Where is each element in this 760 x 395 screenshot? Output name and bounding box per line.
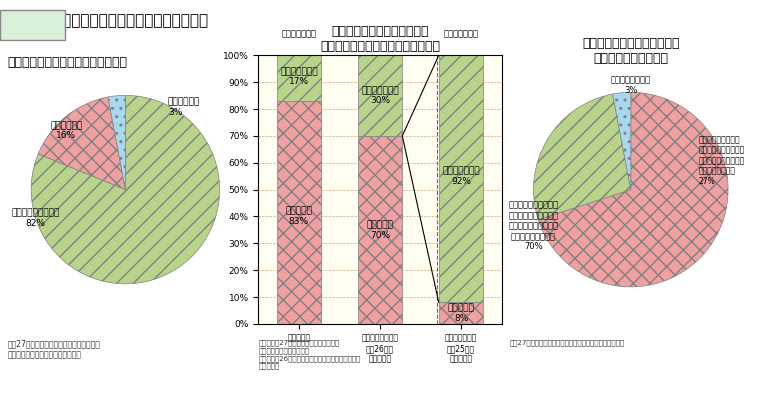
Wedge shape (31, 95, 220, 284)
Bar (439, 303, 483, 324)
Bar (358, 136, 402, 324)
Text: 短時間勤務
8%: 短時間勤務 8% (448, 303, 474, 323)
Text: 民間（再雇用）: 民間（再雇用） (444, 30, 479, 38)
Text: 平成27年「再任用実施状況調査」（内閣人事局・人事院）: 平成27年「再任用実施状況調査」（内閣人事局・人事院） (509, 340, 624, 346)
Text: フルタイム勤務
92%: フルタイム勤務 92% (442, 166, 480, 186)
Text: 継続雇用制度の導入
82%: 継続雇用制度の導入 82% (11, 208, 60, 228)
Text: 職員が短時間再任用を
希望（フルタイムと短
時間のいずれでもよい
とした場合を含む）
70%: 職員が短時間再任用を 希望（フルタイムと短 時間のいずれでもよい とした場合を含… (508, 201, 559, 251)
Bar (277, 55, 321, 101)
Text: 短時間勤務
83%: 短時間勤務 83% (286, 207, 312, 226)
Text: 平成27年「高年齢者の雇用状況」集計結果
（厚生労働省）を基に人事院が作成: 平成27年「高年齢者の雇用状況」集計結果 （厚生労働省）を基に人事院が作成 (8, 340, 100, 359)
Text: 短時間勤務
70%: 短時間勤務 70% (366, 220, 394, 240)
Wedge shape (38, 97, 125, 190)
Bar (439, 55, 483, 303)
Title: 公務と民間の勤務形態の違い
（公務（行（一））と民間の比較）: 公務と民間の勤務形態の違い （公務（行（一））と民間の比較） (320, 25, 440, 53)
Text: フルタイム勤務
17%: フルタイム勤務 17% (280, 67, 318, 87)
Text: 定年制の廃止
3%: 定年制の廃止 3% (168, 98, 200, 117)
Wedge shape (538, 92, 728, 287)
Text: 公務（再任用）: 公務（再任用） (281, 30, 316, 38)
Wedge shape (534, 94, 631, 220)
Text: フルタイム勤務
30%: フルタイム勤務 30% (361, 86, 399, 105)
Text: 民間の高年齢者雇用確保措置の状況: 民間の高年齢者雇用確保措置の状況 (8, 56, 128, 69)
Bar (277, 101, 321, 324)
Bar (358, 55, 402, 136)
Wedge shape (613, 92, 631, 190)
Text: 公務：平成27年「再任用実施状況調査」
　（内閣人事局・人事院）
民間：平成26年「民間企業の勤務条件制度等調査」
（人事院）: 公務：平成27年「再任用実施状況調査」 （内閣人事局・人事院） 民間：平成26年… (258, 340, 361, 369)
Wedge shape (108, 95, 125, 190)
Text: 定年の引上げ
16%: 定年の引上げ 16% (50, 121, 83, 140)
Text: 職員の年齢構成の適
正化を図る観点から希
望者をフルタイム再任
用することが困難
27%: 職員の年齢構成の適 正化を図る観点から希 望者をフルタイム再任 用することが困難… (699, 135, 745, 186)
Text: 職員の個別事情等
3%: 職員の個別事情等 3% (611, 75, 651, 95)
Title: 公務で短時間再任用となった
主な事情（行（一））: 公務で短時間再任用となった 主な事情（行（一）） (582, 38, 679, 66)
Text: 図4-2　高齢期雇用をめぐる公務と民間の現状: 図4-2 高齢期雇用をめぐる公務と民間の現状 (8, 12, 209, 27)
